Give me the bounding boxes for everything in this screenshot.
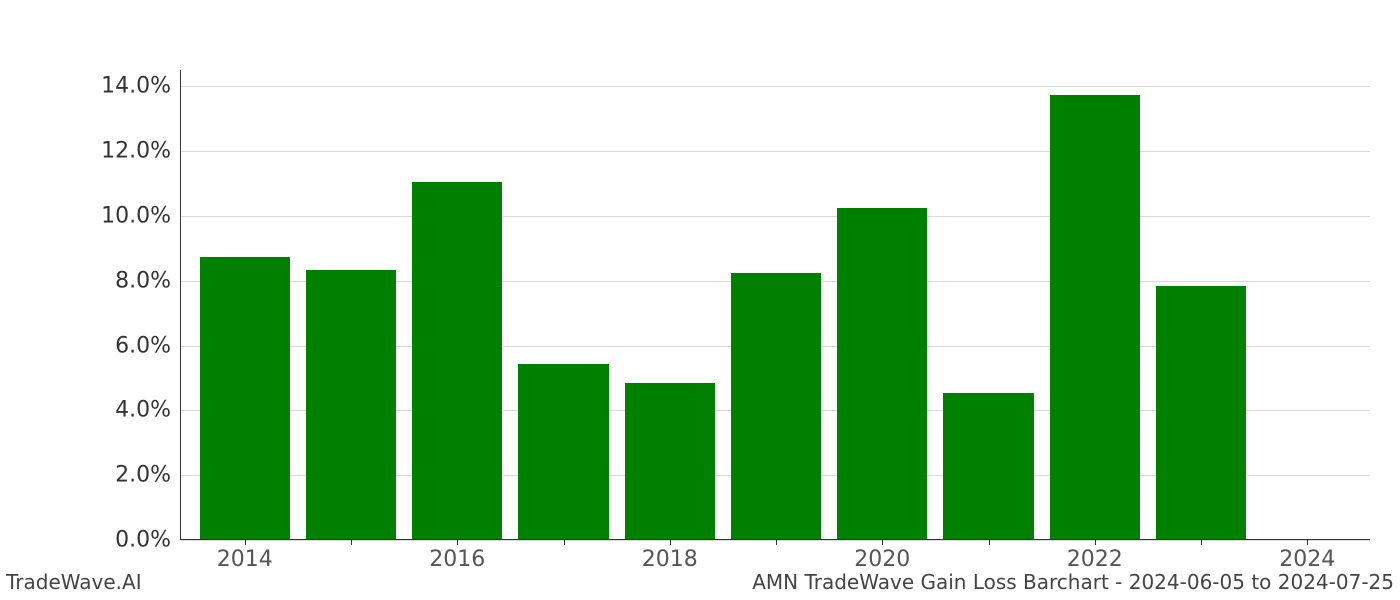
bar [731, 273, 821, 539]
footer-right-text: AMN TradeWave Gain Loss Barchart - 2024-… [752, 570, 1394, 594]
bar [625, 383, 715, 539]
xtick-label: 2016 [429, 539, 485, 572]
xtick-mark [351, 539, 352, 545]
bar [518, 364, 608, 539]
ytick-label: 2.0% [115, 463, 181, 488]
xtick-label: 2020 [854, 539, 910, 572]
bar [200, 257, 290, 539]
bar [306, 270, 396, 539]
ytick-label: 12.0% [101, 139, 181, 164]
bar [943, 393, 1033, 539]
bar [837, 208, 927, 539]
chart-container: 0.0%2.0%4.0%6.0%8.0%10.0%12.0%14.0%20142… [180, 70, 1370, 540]
gridline [181, 86, 1370, 87]
plot-area: 0.0%2.0%4.0%6.0%8.0%10.0%12.0%14.0%20142… [180, 70, 1370, 540]
ytick-label: 14.0% [101, 74, 181, 99]
xtick-mark [1201, 539, 1202, 545]
bar [412, 182, 502, 539]
bar [1050, 95, 1140, 539]
xtick-label: 2022 [1067, 539, 1123, 572]
ytick-label: 6.0% [115, 333, 181, 358]
bar [1156, 286, 1246, 539]
gridline [181, 216, 1370, 217]
xtick-label: 2018 [642, 539, 698, 572]
footer-left-text: TradeWave.AI [6, 570, 142, 594]
ytick-label: 10.0% [101, 203, 181, 228]
xtick-label: 2014 [217, 539, 273, 572]
xtick-label: 2024 [1279, 539, 1335, 572]
ytick-label: 0.0% [115, 528, 181, 553]
ytick-label: 4.0% [115, 398, 181, 423]
xtick-mark [564, 539, 565, 545]
xtick-mark [989, 539, 990, 545]
gridline [181, 151, 1370, 152]
ytick-label: 8.0% [115, 268, 181, 293]
xtick-mark [776, 539, 777, 545]
